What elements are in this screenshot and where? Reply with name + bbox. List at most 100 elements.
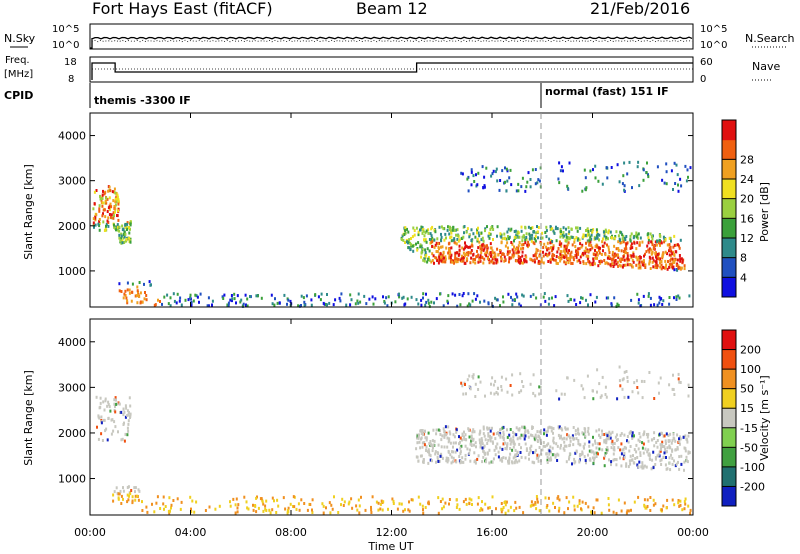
range-cell — [283, 293, 286, 297]
range-cell — [103, 208, 106, 212]
range-cell — [122, 233, 125, 236]
range-cell — [580, 245, 583, 249]
range-cell — [515, 259, 518, 263]
range-cell — [453, 240, 456, 244]
range-cell — [617, 255, 620, 259]
range-cell — [633, 241, 636, 245]
range-cell — [427, 298, 430, 302]
range-cell — [546, 504, 549, 507]
range-cell — [106, 210, 109, 213]
range-cell — [128, 226, 131, 229]
range-cell — [628, 258, 631, 262]
range-cell — [583, 396, 586, 400]
range-cell — [656, 303, 659, 307]
range-cell — [625, 511, 628, 515]
range-cell — [678, 266, 681, 270]
range-cell — [592, 252, 595, 256]
range-cell — [431, 449, 434, 453]
range-cell — [629, 445, 632, 448]
range-cell — [469, 459, 472, 463]
range-cell — [649, 296, 652, 300]
range-cell — [594, 441, 597, 445]
range-cell — [533, 450, 536, 454]
range-cell — [458, 252, 461, 256]
range-cell — [658, 391, 660, 395]
nave-label: Nave — [752, 60, 780, 73]
range-cell — [568, 237, 571, 241]
range-cell — [615, 463, 618, 467]
range-cell — [578, 432, 581, 436]
range-cell — [513, 230, 516, 233]
range-cell — [491, 426, 493, 430]
range-cell — [652, 247, 655, 251]
range-cell — [117, 497, 120, 501]
range-cell — [475, 445, 477, 449]
range-cell — [623, 161, 626, 165]
range-cell — [540, 260, 543, 263]
range-cell — [517, 189, 520, 193]
range-cell — [129, 222, 132, 226]
range-cell — [319, 298, 322, 302]
range-cell — [472, 437, 475, 441]
colorbar-segment — [722, 388, 736, 409]
range-cell — [621, 257, 624, 261]
range-cell — [570, 227, 573, 231]
range-cell — [621, 387, 624, 391]
range-cell — [671, 448, 674, 452]
range-cell — [650, 467, 653, 471]
range-cell — [603, 456, 606, 460]
range-cell — [420, 303, 423, 307]
range-cell — [357, 301, 360, 305]
range-cell — [526, 243, 529, 247]
range-cell — [534, 239, 537, 243]
range-cell — [659, 265, 662, 269]
range-cell — [481, 442, 484, 446]
range-cell — [464, 453, 467, 457]
range-cell — [114, 396, 117, 400]
range-cell — [665, 263, 668, 267]
range-cell — [619, 433, 622, 437]
range-cell — [126, 409, 129, 413]
range-cell — [246, 297, 249, 301]
range-cell — [463, 261, 466, 265]
range-cell — [625, 446, 627, 450]
range-cell — [175, 301, 178, 305]
range-cell — [637, 391, 640, 395]
range-cell — [613, 442, 616, 445]
range-cell — [506, 428, 508, 432]
range-cell — [538, 430, 541, 434]
range-cell — [100, 432, 103, 436]
range-cell — [574, 460, 577, 464]
range-cell — [597, 179, 600, 183]
range-cell — [534, 501, 537, 505]
range-cell — [590, 449, 593, 453]
range-cell — [192, 299, 195, 303]
range-cell — [549, 450, 552, 454]
range-cell — [586, 233, 589, 237]
range-cell — [451, 460, 454, 464]
range-cell — [609, 230, 612, 234]
range-cell — [472, 257, 475, 261]
range-cell — [533, 461, 536, 465]
range-cell — [508, 433, 511, 437]
range-cell — [465, 245, 468, 249]
range-cell — [640, 465, 643, 469]
range-cell — [526, 429, 529, 433]
range-cell — [521, 293, 524, 297]
range-cell — [435, 256, 438, 260]
range-cell — [433, 238, 436, 242]
range-cell — [515, 453, 518, 457]
range-cell — [163, 295, 166, 299]
range-cell — [500, 457, 503, 461]
range-cell — [493, 392, 496, 396]
range-cell — [122, 407, 125, 411]
range-cell — [489, 429, 492, 433]
range-cell — [113, 490, 116, 494]
range-cell — [441, 434, 444, 438]
range-cell — [636, 236, 639, 240]
range-cell — [141, 300, 144, 304]
range-cell — [483, 184, 486, 188]
range-cell — [619, 264, 622, 268]
range-cell — [126, 414, 129, 417]
range-cell — [112, 199, 115, 203]
